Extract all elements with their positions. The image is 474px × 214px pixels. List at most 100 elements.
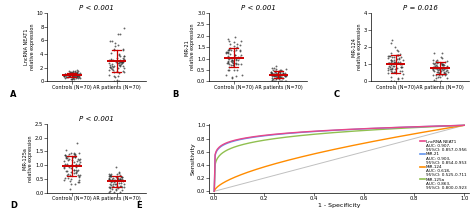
- Point: [65, 74, 73, 77]
- Point: [398, 62, 405, 65]
- Point: [114, 61, 121, 65]
- Point: [283, 74, 290, 78]
- Point: [273, 75, 281, 79]
- Point: [395, 58, 403, 61]
- Point: [64, 72, 72, 76]
- Point: [111, 75, 118, 79]
- Point: [270, 73, 277, 76]
- Point: [443, 64, 450, 68]
- Point: [116, 181, 123, 184]
- Point: [224, 37, 232, 41]
- Point: [237, 63, 245, 66]
- Point: [62, 75, 70, 79]
- Point: [268, 72, 276, 76]
- Point: [385, 55, 392, 58]
- Point: [115, 186, 122, 190]
- Point: [63, 75, 71, 78]
- Point: [429, 67, 437, 70]
- Point: [76, 178, 83, 181]
- Point: [63, 174, 71, 177]
- Point: [236, 44, 244, 47]
- Point: [109, 177, 117, 180]
- Point: [110, 64, 118, 68]
- Point: [391, 60, 399, 64]
- Point: [118, 176, 125, 179]
- Point: [67, 180, 74, 183]
- Point: [66, 173, 73, 177]
- Point: [229, 59, 237, 63]
- Point: [69, 76, 77, 80]
- Point: [71, 75, 78, 79]
- Point: [275, 77, 283, 81]
- Point: [391, 64, 398, 67]
- Point: [224, 57, 232, 60]
- Point: [278, 74, 286, 77]
- Point: [116, 60, 123, 64]
- Point: [118, 60, 126, 64]
- Point: [429, 73, 437, 76]
- Point: [436, 70, 444, 73]
- Y-axis label: LncRNA NEAT1
relative expression: LncRNA NEAT1 relative expression: [24, 24, 35, 70]
- Point: [67, 151, 74, 155]
- Point: [110, 190, 118, 193]
- Point: [394, 54, 402, 57]
- Point: [120, 182, 128, 186]
- Point: [435, 75, 442, 78]
- Point: [435, 70, 442, 74]
- Point: [438, 68, 446, 71]
- Point: [390, 58, 398, 61]
- Point: [105, 190, 113, 194]
- Point: [68, 158, 75, 162]
- Y-axis label: MiR-21
relative expression: MiR-21 relative expression: [184, 24, 195, 70]
- Point: [277, 68, 284, 72]
- Point: [429, 61, 437, 64]
- Point: [73, 71, 81, 75]
- Point: [71, 155, 79, 158]
- Point: [282, 72, 289, 75]
- Point: [76, 157, 83, 161]
- Point: [68, 77, 76, 80]
- Point: [397, 62, 405, 66]
- Point: [230, 61, 238, 65]
- Point: [63, 162, 70, 166]
- Point: [73, 71, 81, 75]
- Point: [224, 52, 232, 55]
- Point: [114, 177, 121, 181]
- Point: [73, 165, 80, 168]
- Point: [105, 61, 113, 65]
- Point: [67, 70, 74, 74]
- Point: [443, 77, 451, 80]
- Point: [233, 45, 241, 49]
- Point: [386, 65, 394, 69]
- Point: [396, 61, 403, 64]
- Y-axis label: Sensitivity: Sensitivity: [191, 142, 196, 175]
- Point: [116, 64, 124, 68]
- Point: [394, 60, 401, 64]
- Point: [388, 55, 396, 59]
- Point: [64, 76, 72, 79]
- Point: [118, 175, 125, 178]
- Text: C: C: [334, 89, 340, 98]
- Point: [108, 51, 115, 54]
- Point: [113, 179, 121, 183]
- Point: [391, 70, 398, 73]
- Point: [438, 79, 445, 83]
- Point: [433, 59, 440, 62]
- Point: [110, 178, 118, 181]
- Point: [270, 66, 278, 70]
- Point: [441, 73, 449, 77]
- Point: [118, 61, 126, 64]
- Point: [70, 73, 78, 76]
- Point: [116, 177, 123, 181]
- Point: [74, 157, 82, 160]
- Point: [106, 63, 114, 67]
- Text: E: E: [137, 201, 142, 210]
- Point: [70, 78, 78, 81]
- Point: [269, 72, 276, 75]
- Point: [74, 180, 82, 184]
- Text: A: A: [10, 89, 17, 98]
- Point: [110, 79, 118, 82]
- Point: [441, 60, 448, 64]
- Point: [67, 170, 74, 173]
- Point: [384, 66, 392, 70]
